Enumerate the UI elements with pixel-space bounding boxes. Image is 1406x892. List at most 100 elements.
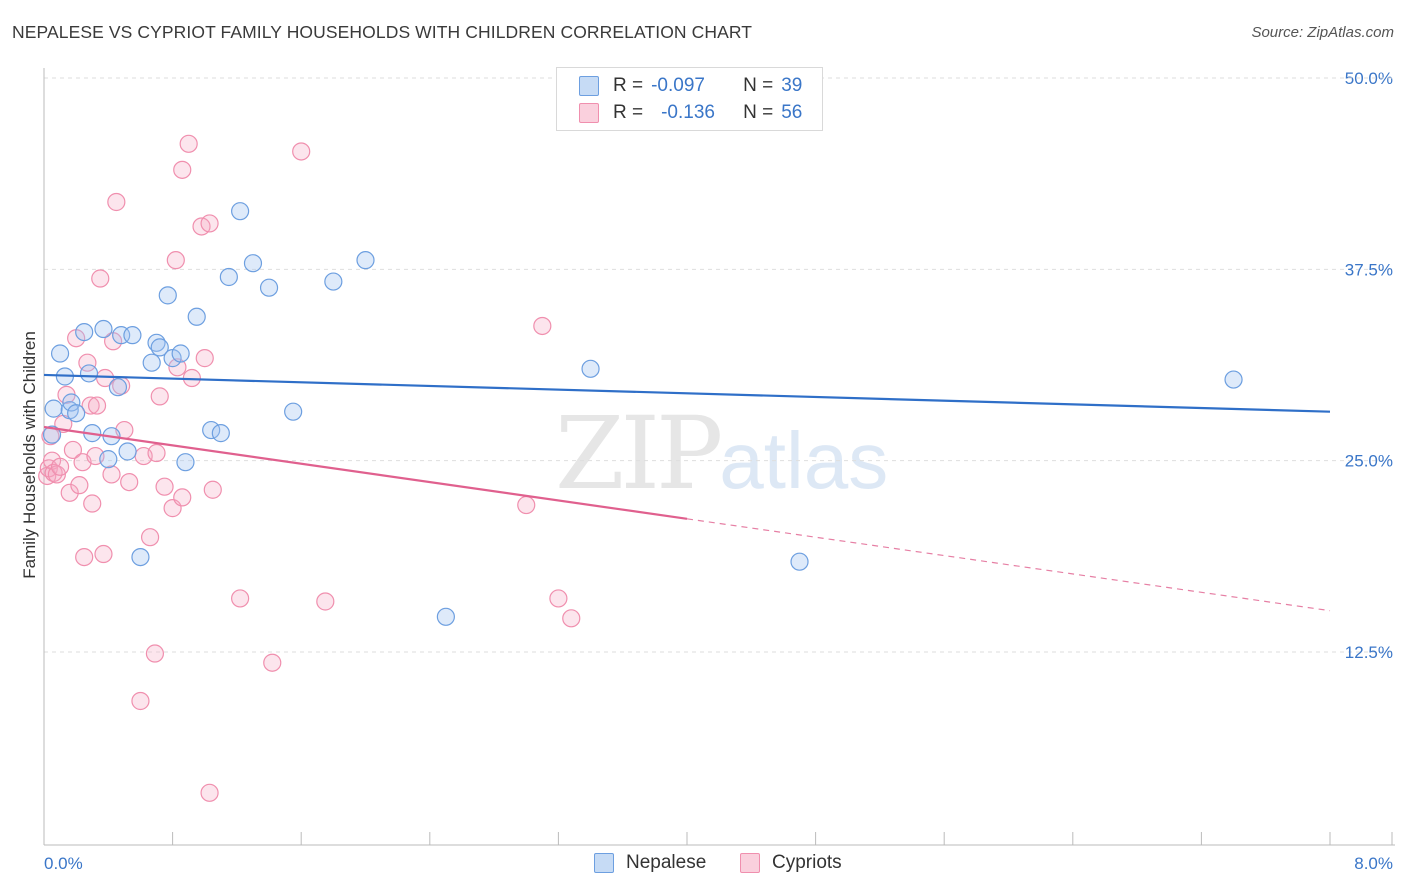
series-legend: Nepalese Cypriots	[0, 852, 1406, 878]
n-value: 39	[781, 75, 803, 96]
nepalese-point	[108, 378, 128, 397]
nepalese-point	[436, 607, 455, 626]
cypriot-point	[263, 653, 282, 672]
nepalese-trend-line	[43, 373, 1331, 413]
nepalese-point	[150, 338, 169, 357]
cypriot-point	[173, 488, 192, 507]
nepalese-point	[79, 364, 99, 383]
cypriot-point	[179, 134, 198, 153]
stats-row-cypriots: R = -0.136 N = 56	[579, 100, 802, 126]
cypriot-point	[70, 476, 89, 495]
cypriot-point	[140, 528, 160, 547]
nepalese-point	[118, 442, 137, 461]
legend-item-nepalese[interactable]: Nepalese	[594, 852, 706, 874]
r-label: R =	[613, 75, 644, 96]
nepalese-point	[176, 453, 195, 472]
cypriot-point	[107, 192, 126, 212]
cypriot-point	[562, 609, 581, 628]
nepalese-point	[219, 267, 238, 287]
nepalese-point	[50, 344, 70, 363]
nepalese-point	[158, 286, 177, 305]
stats-row-nepalese: R = -0.097 N = 39	[579, 73, 802, 99]
cypriot-point	[94, 544, 113, 564]
nepalese-point	[142, 353, 161, 372]
cypriot-point	[87, 396, 107, 415]
cypriot-point	[120, 472, 139, 492]
cypriot-point	[83, 494, 102, 513]
nepalese-point	[42, 425, 62, 444]
cypriot-point	[150, 387, 169, 406]
cypriot-point	[63, 440, 83, 460]
y-tick-label: 25.0%	[1345, 452, 1393, 471]
cypriot-trend-extension	[686, 518, 1331, 612]
cypriot-point	[75, 547, 94, 567]
cypriot-point	[195, 349, 214, 368]
cypriot-point	[50, 457, 70, 476]
nepalese-point	[123, 326, 142, 345]
nepalese-point	[581, 359, 600, 378]
nepalese-point	[171, 344, 190, 363]
legend-label-nepalese: Nepalese	[626, 852, 707, 873]
n-value: 56	[781, 102, 803, 123]
cypriot-trend-line	[43, 425, 688, 520]
cypriot-point	[200, 783, 219, 802]
nepalese-point	[187, 307, 206, 326]
cypriot-point	[292, 142, 311, 161]
nepalese-point	[62, 393, 81, 412]
nepalese-point	[324, 272, 343, 291]
y-tick-label: 12.5%	[1345, 643, 1393, 662]
nepalese-point	[44, 399, 63, 418]
cypriot-point	[316, 592, 335, 611]
nepalese-swatch	[579, 76, 599, 96]
cypriot-point	[60, 483, 79, 502]
cypriot-point	[203, 480, 222, 499]
nepalese-point	[243, 254, 263, 273]
cypriot-point	[173, 160, 192, 179]
r-label: R =	[613, 102, 644, 123]
cypriot-point	[533, 316, 552, 336]
y-tick-label: 50.0%	[1345, 69, 1393, 88]
cypriot-point	[549, 589, 568, 608]
stats-legend: R = -0.097 N = 39 R = -0.136 N = 56	[556, 67, 823, 131]
legend-item-cypriots[interactable]: Cypriots	[740, 852, 842, 874]
r-value: -0.097	[651, 75, 705, 96]
nepalese-point	[211, 424, 230, 443]
cypriot-point	[155, 477, 174, 496]
nepalese-legend-swatch	[594, 853, 614, 873]
cypriot-point	[147, 443, 166, 463]
cypriot-point	[145, 644, 165, 663]
watermark-zip: ZIP	[555, 395, 723, 512]
r-value: -0.136	[661, 102, 715, 123]
x-tick-label: 0.0%	[44, 854, 83, 873]
cypriot-point	[200, 214, 219, 233]
legend-label-cypriots: Cypriots	[772, 852, 842, 873]
nepalese-point	[94, 319, 113, 339]
cypriot-point	[166, 251, 185, 270]
y-axis-label: Family Households with Children	[20, 331, 39, 579]
y-tick-label: 37.5%	[1345, 260, 1393, 279]
nepalese-point	[75, 322, 94, 342]
cypriot-point	[131, 691, 150, 711]
cypriot-point	[102, 465, 121, 484]
cypriots-legend-swatch	[740, 853, 760, 873]
cypriot-point	[517, 495, 536, 515]
cypriots-swatch	[579, 103, 599, 123]
n-label: N =	[743, 102, 774, 123]
x-tick-label: 8.0%	[1354, 854, 1393, 873]
nepalese-point	[259, 278, 279, 297]
nepalese-point	[284, 402, 303, 421]
cypriot-point	[168, 358, 187, 377]
n-label: N =	[743, 75, 774, 96]
nepalese-point	[131, 547, 150, 567]
nepalese-point	[356, 251, 375, 270]
cypriot-point	[231, 589, 250, 608]
nepalese-point	[1224, 370, 1243, 389]
nepalese-point	[99, 450, 118, 469]
nepalese-point	[231, 202, 250, 221]
nepalese-point	[790, 552, 809, 571]
nepalese-point	[67, 404, 86, 423]
cypriot-point	[91, 269, 110, 288]
cypriot-point	[81, 396, 100, 415]
source-label: Source: ZipAtlas.com	[1251, 24, 1394, 41]
